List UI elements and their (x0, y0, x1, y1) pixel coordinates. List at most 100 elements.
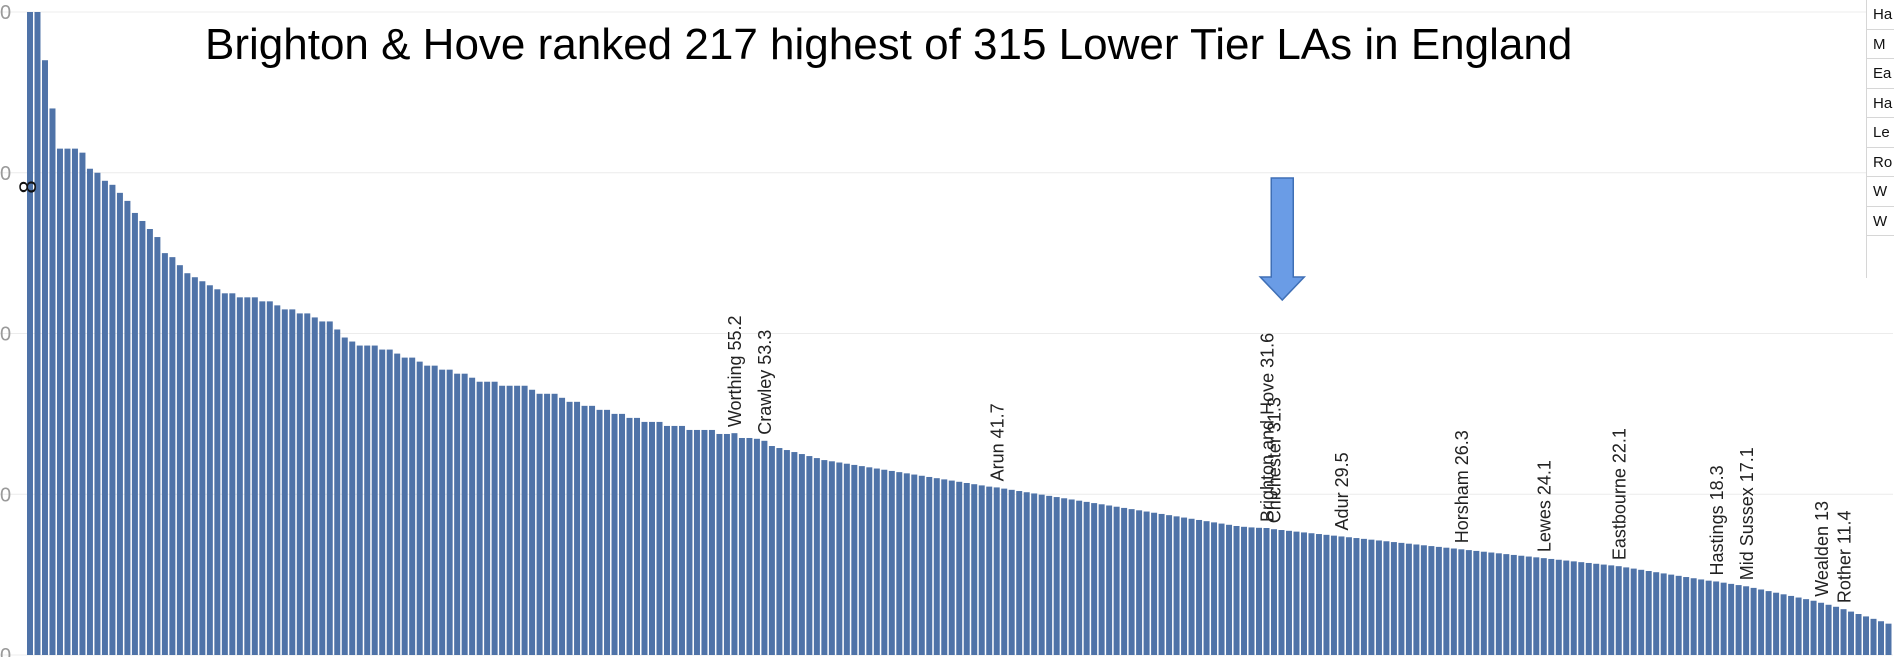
bar[interactable] (903, 473, 910, 655)
bar[interactable] (1488, 552, 1495, 655)
bar[interactable] (139, 220, 146, 655)
bar[interactable] (274, 305, 281, 655)
bar[interactable] (1638, 569, 1645, 655)
bar[interactable] (1113, 506, 1120, 655)
bar[interactable] (881, 469, 888, 655)
bar[interactable] (1338, 536, 1345, 655)
bar[interactable] (41, 60, 48, 656)
bar[interactable] (454, 373, 461, 655)
bar[interactable] (1196, 519, 1203, 655)
bar[interactable] (911, 474, 918, 655)
bar[interactable] (1308, 533, 1315, 655)
bar[interactable] (1128, 509, 1135, 655)
bar[interactable] (1173, 516, 1180, 655)
bar[interactable] (1608, 565, 1615, 655)
bar[interactable] (1016, 491, 1023, 655)
bar[interactable] (1256, 527, 1263, 655)
bar[interactable] (716, 433, 723, 655)
bar[interactable] (941, 479, 948, 655)
bar[interactable] (169, 257, 176, 655)
bar[interactable] (1705, 580, 1712, 655)
bar[interactable] (439, 369, 446, 655)
bar[interactable] (956, 481, 963, 655)
bar[interactable] (656, 421, 663, 655)
bar[interactable] (1031, 493, 1038, 655)
bar[interactable] (1555, 559, 1562, 655)
bar[interactable] (199, 281, 206, 655)
bar[interactable] (1263, 528, 1270, 655)
bar[interactable] (1450, 548, 1457, 655)
bar[interactable] (918, 475, 925, 655)
bar[interactable] (221, 293, 228, 655)
legend-row[interactable]: M (1867, 30, 1894, 59)
bar[interactable] (1383, 541, 1390, 655)
bar[interactable] (649, 421, 655, 655)
bar[interactable] (461, 373, 468, 655)
bar[interactable] (634, 417, 641, 655)
bar[interactable] (619, 413, 626, 655)
bar[interactable] (641, 421, 648, 655)
bar[interactable] (266, 301, 273, 655)
bar[interactable] (806, 456, 813, 655)
bar[interactable] (79, 152, 86, 655)
bar[interactable] (1136, 510, 1143, 655)
bar[interactable] (574, 401, 581, 655)
bar[interactable] (499, 385, 506, 655)
bar[interactable] (1683, 577, 1690, 655)
bar[interactable] (1038, 494, 1045, 655)
bar[interactable] (1510, 554, 1517, 655)
legend-row[interactable]: Ha (1867, 0, 1894, 30)
bar[interactable] (1570, 561, 1577, 655)
bar[interactable] (296, 313, 303, 655)
bar[interactable] (1525, 556, 1532, 655)
bar[interactable] (738, 437, 745, 655)
bar[interactable] (1428, 546, 1435, 655)
bar[interactable] (1053, 497, 1060, 655)
bar[interactable] (1855, 614, 1862, 655)
bar[interactable] (783, 450, 790, 655)
bar[interactable] (431, 365, 438, 655)
bar[interactable] (1008, 489, 1015, 655)
bar[interactable] (386, 349, 393, 655)
bar[interactable] (1660, 573, 1667, 655)
bar[interactable] (1630, 568, 1637, 655)
bar[interactable] (101, 180, 108, 655)
bar[interactable] (1046, 495, 1053, 655)
bar[interactable] (259, 301, 266, 655)
bar[interactable] (86, 168, 93, 655)
bar[interactable] (109, 184, 116, 655)
bar[interactable] (1345, 537, 1352, 655)
bar[interactable] (1106, 505, 1113, 655)
bar[interactable] (326, 321, 333, 655)
bar[interactable] (1211, 522, 1218, 655)
bar[interactable] (1300, 532, 1307, 655)
bar[interactable] (1203, 521, 1210, 655)
bar[interactable] (521, 385, 528, 655)
bar[interactable] (813, 458, 820, 655)
bar[interactable] (214, 289, 221, 655)
bar[interactable] (1443, 547, 1450, 655)
bar[interactable] (124, 200, 131, 655)
bar[interactable] (371, 345, 378, 655)
bar[interactable] (1870, 618, 1877, 655)
bar[interactable] (229, 293, 236, 655)
bar[interactable] (536, 393, 543, 655)
bar[interactable] (559, 397, 566, 655)
bar[interactable] (1465, 550, 1472, 655)
bar[interactable] (27, 12, 33, 655)
bar[interactable] (888, 470, 895, 655)
bar[interactable] (289, 309, 296, 655)
bar[interactable] (56, 148, 63, 655)
bar[interactable] (1001, 488, 1008, 655)
bar[interactable] (768, 446, 775, 655)
bar[interactable] (873, 468, 880, 655)
bar[interactable] (1473, 550, 1480, 655)
bar[interactable] (948, 480, 955, 655)
bar[interactable] (379, 349, 386, 655)
bar[interactable] (334, 329, 341, 655)
bar[interactable] (1278, 530, 1285, 655)
bar[interactable] (1091, 503, 1098, 655)
bar[interactable] (146, 229, 153, 655)
bar[interactable] (566, 401, 573, 655)
bar[interactable] (731, 433, 738, 655)
